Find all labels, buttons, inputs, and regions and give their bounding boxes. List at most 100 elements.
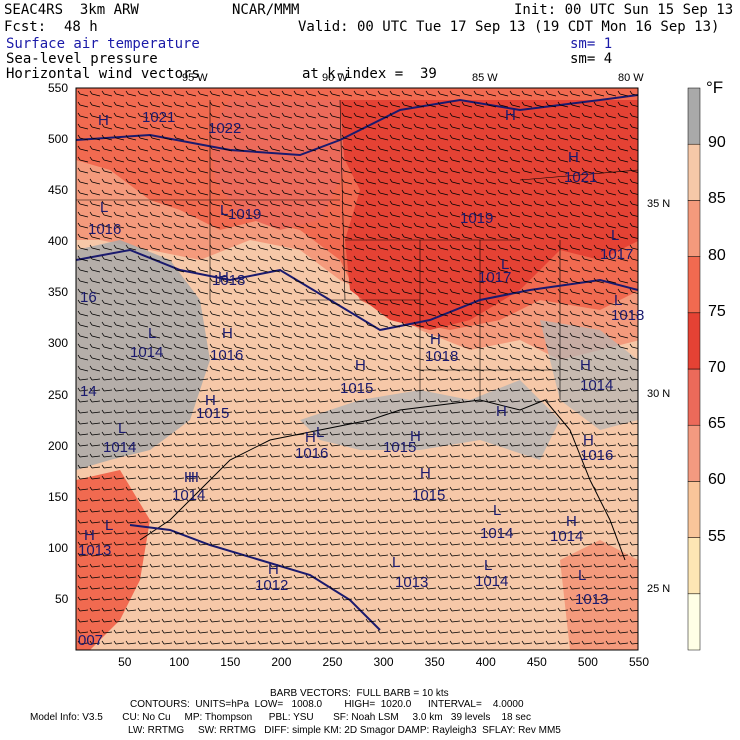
wind-barb xyxy=(533,475,545,480)
wind-barb xyxy=(173,354,185,361)
wind-barb xyxy=(389,596,401,601)
wind-barb xyxy=(221,409,233,414)
wind-barb xyxy=(545,90,557,97)
wind-barb xyxy=(353,541,365,546)
wind-barb xyxy=(389,508,401,513)
colorbar xyxy=(687,87,701,651)
wind-barb xyxy=(329,376,341,381)
wind-barb xyxy=(401,200,413,207)
wind-barb xyxy=(269,123,281,130)
wind-barb xyxy=(389,376,401,381)
wind-barb xyxy=(557,618,569,623)
wind-barb xyxy=(557,431,569,436)
wind-barb xyxy=(365,101,377,108)
wind-barb xyxy=(137,497,149,502)
wind-barb xyxy=(389,266,401,273)
wind-barb xyxy=(173,497,185,502)
wind-barb xyxy=(437,134,449,141)
wind-barb xyxy=(413,101,425,108)
wind-barb xyxy=(593,508,605,513)
wind-barb xyxy=(485,453,497,458)
low-pressure-marker: L xyxy=(611,227,619,244)
colorbar-label: 65 xyxy=(708,415,726,433)
wind-barb xyxy=(365,585,377,590)
wind-barb xyxy=(521,266,533,273)
wind-barb xyxy=(245,453,257,458)
wind-barb xyxy=(245,200,257,207)
wind-barb xyxy=(485,233,497,240)
wind-barb xyxy=(629,244,638,250)
wind-barb xyxy=(209,288,221,295)
wind-barb xyxy=(425,431,437,436)
wind-barb xyxy=(137,552,149,557)
y-tick-label: 100 xyxy=(48,540,69,555)
pressure-label: 1016 xyxy=(580,447,613,464)
wind-barb xyxy=(113,145,125,152)
wind-barb xyxy=(401,530,413,535)
wind-barb xyxy=(101,574,113,579)
wind-barb xyxy=(197,310,209,317)
wind-barb xyxy=(533,563,545,568)
wind-barb xyxy=(233,618,245,623)
wind-barb xyxy=(185,277,197,284)
wind-barb xyxy=(605,596,617,601)
wind-barb xyxy=(593,112,605,119)
wind-barb xyxy=(617,530,629,535)
wind-barb xyxy=(269,552,281,557)
wind-barb xyxy=(317,453,329,458)
wind-barb xyxy=(305,398,317,403)
wind-barb xyxy=(89,299,101,306)
wind-barb xyxy=(209,310,221,317)
wind-barb xyxy=(161,299,173,306)
wind-barb xyxy=(593,233,605,240)
wind-barb xyxy=(173,222,185,229)
wind-barb xyxy=(557,420,569,425)
wind-barb xyxy=(281,486,293,491)
wind-barb xyxy=(353,464,365,469)
wind-barb xyxy=(329,563,341,568)
wind-barb xyxy=(221,541,233,546)
wind-barb xyxy=(269,387,281,392)
wind-barb xyxy=(317,585,329,590)
wind-barb xyxy=(437,266,449,273)
wind-barb xyxy=(137,607,149,612)
wind-barb xyxy=(245,365,257,372)
wind-barb xyxy=(605,453,617,458)
wind-barb xyxy=(221,475,233,480)
wind-barb xyxy=(89,541,101,546)
wind-barb xyxy=(353,156,365,163)
wind-barb xyxy=(581,299,593,306)
wind-barb xyxy=(149,266,161,273)
wind-barb xyxy=(185,112,197,119)
wind-barb xyxy=(389,442,401,447)
wind-barb xyxy=(569,618,581,623)
wind-barb xyxy=(317,398,329,403)
wind-barb xyxy=(125,189,137,196)
wind-barb xyxy=(593,387,605,392)
wind-barb xyxy=(425,519,437,524)
wind-barb xyxy=(545,310,557,317)
wind-barb xyxy=(113,541,125,546)
wind-barb xyxy=(269,607,281,612)
wind-barb xyxy=(317,310,329,317)
wind-barb xyxy=(281,585,293,590)
wind-barb xyxy=(173,178,185,185)
y-tick-label: 400 xyxy=(48,234,69,249)
x-tick-label: 500 xyxy=(577,655,598,669)
wind-barb xyxy=(377,299,389,306)
wind-barb xyxy=(353,431,365,436)
wind-barb xyxy=(425,354,437,361)
high-pressure-marker: H xyxy=(580,357,591,374)
wind-barb xyxy=(377,321,389,328)
wind-barb xyxy=(497,365,509,372)
wind-barb xyxy=(617,134,629,141)
wind-barb xyxy=(257,321,269,328)
wind-barb xyxy=(221,464,233,469)
wind-barb xyxy=(341,420,353,425)
wind-barb xyxy=(605,288,617,295)
wind-barb xyxy=(197,387,209,392)
wind-barb xyxy=(485,563,497,568)
wind-barb xyxy=(173,519,185,524)
wind-barb xyxy=(137,508,149,513)
wind-barb xyxy=(461,607,473,612)
